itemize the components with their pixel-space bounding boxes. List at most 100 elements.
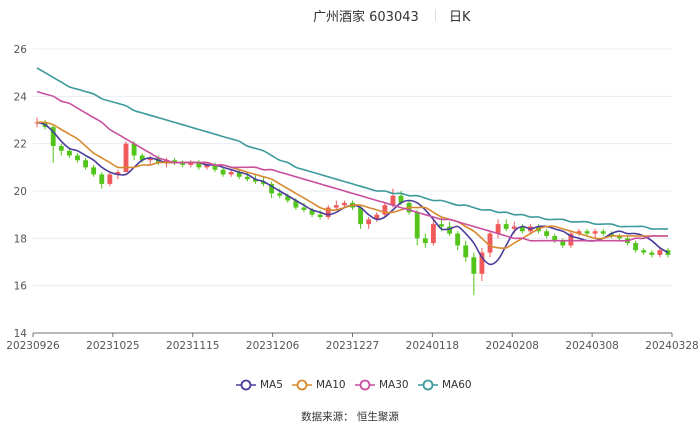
y-tick-label: 26 — [14, 44, 28, 56]
x-tick-label: 20240328 — [645, 340, 698, 352]
candle-body — [269, 183, 275, 194]
candle-body — [66, 150, 72, 156]
candle-body — [236, 172, 242, 177]
candle-body — [495, 224, 501, 234]
candle-body — [115, 172, 121, 175]
candle-body — [511, 226, 517, 229]
series-line-ma30 — [36, 90, 668, 242]
legend-ma60-label: MA60 — [442, 379, 472, 391]
candle-body — [608, 233, 614, 236]
candle-down — [552, 233, 558, 244]
x-tick-label: 20231206 — [246, 340, 300, 352]
candle-up — [147, 155, 153, 165]
chart-header: 广州酒家 603043 日K — [0, 6, 700, 25]
candle-down — [641, 247, 647, 255]
series-line-ma60 — [36, 67, 668, 230]
candle-body — [430, 224, 436, 244]
x-tick-label: 20240118 — [406, 340, 459, 352]
candle-body — [616, 235, 622, 239]
candle-up — [374, 212, 380, 222]
candle-down — [99, 172, 105, 189]
candle-body — [99, 174, 105, 184]
y-tick-label: 16 — [14, 281, 28, 293]
candle-up — [576, 228, 582, 236]
legend-ma60-icon — [418, 379, 438, 391]
candle-body — [244, 176, 250, 180]
candle-body — [584, 231, 590, 234]
candle-body — [592, 231, 598, 234]
grid-lines — [33, 48, 672, 287]
candle-body — [503, 224, 509, 229]
candle-body — [398, 195, 404, 203]
candle-body — [228, 172, 234, 175]
axes: 14 16 18 20 22 24 26 20230926 20231025 20231115 20… — [6, 44, 698, 352]
candle-down — [600, 228, 606, 236]
candle-down — [75, 153, 80, 163]
legend-ma5[interactable]: MA5 — [236, 377, 283, 393]
candle-up — [333, 200, 339, 210]
candle-down — [91, 164, 97, 177]
candle-down — [212, 162, 218, 173]
legend-ma60[interactable]: MA60 — [418, 377, 472, 393]
candle-body — [641, 250, 647, 253]
candle-down — [455, 231, 461, 251]
candle-body — [519, 226, 525, 232]
candle-down — [463, 240, 469, 262]
legend-ma10-label: MA10 — [316, 379, 346, 391]
candle-body — [657, 250, 663, 255]
moving-average-lines — [36, 67, 669, 266]
candle-down — [608, 231, 614, 239]
legend-ma30[interactable]: MA30 — [355, 377, 409, 393]
chart-period: 日K — [449, 10, 471, 25]
candle-down — [471, 252, 477, 296]
candle-body — [414, 212, 420, 239]
candle-up — [479, 247, 485, 281]
candle-up — [487, 231, 493, 258]
candle-body — [293, 200, 299, 208]
candle-body — [633, 243, 639, 251]
candle-body — [131, 143, 137, 156]
candle-body — [83, 160, 89, 168]
legend-ma10[interactable]: MA10 — [292, 377, 346, 393]
candle-body — [366, 219, 372, 225]
candle-down — [66, 148, 72, 158]
candle-up — [430, 219, 436, 246]
candle-body — [447, 226, 452, 234]
candle-down — [83, 157, 89, 170]
candle-body — [91, 167, 97, 175]
candle-body — [471, 257, 477, 274]
candle-body — [341, 202, 347, 206]
y-tick-label: 14 — [14, 328, 28, 340]
candle-body — [180, 162, 186, 165]
x-tick-label: 20240308 — [565, 340, 618, 352]
candle-body — [649, 252, 655, 255]
candle-down — [422, 233, 428, 248]
candle-up — [382, 202, 388, 218]
y-tick-label: 20 — [14, 186, 27, 198]
candle-body — [212, 164, 218, 170]
candle-body — [172, 160, 177, 163]
candle-body — [301, 207, 307, 210]
candle-down — [58, 143, 64, 156]
candle-body — [560, 240, 566, 246]
candle-body — [568, 233, 574, 246]
candle-body — [333, 205, 339, 208]
candle-up — [325, 205, 331, 220]
candle-up — [107, 172, 113, 187]
candle-body — [600, 231, 606, 234]
candle-down — [503, 219, 509, 232]
candle-body — [382, 205, 388, 215]
chart-title: 广州酒家 603043 — [313, 10, 419, 25]
candle-up — [366, 217, 372, 229]
candle-body — [325, 207, 331, 218]
candle-body — [422, 238, 428, 244]
candle-down — [519, 224, 525, 234]
candle-body — [544, 231, 550, 236]
candle-body — [164, 160, 169, 163]
legend-ma30-label: MA30 — [379, 379, 409, 391]
candle-body — [479, 252, 485, 274]
candle-up — [592, 228, 598, 239]
candle-down — [584, 228, 590, 236]
candle-down — [633, 240, 639, 253]
